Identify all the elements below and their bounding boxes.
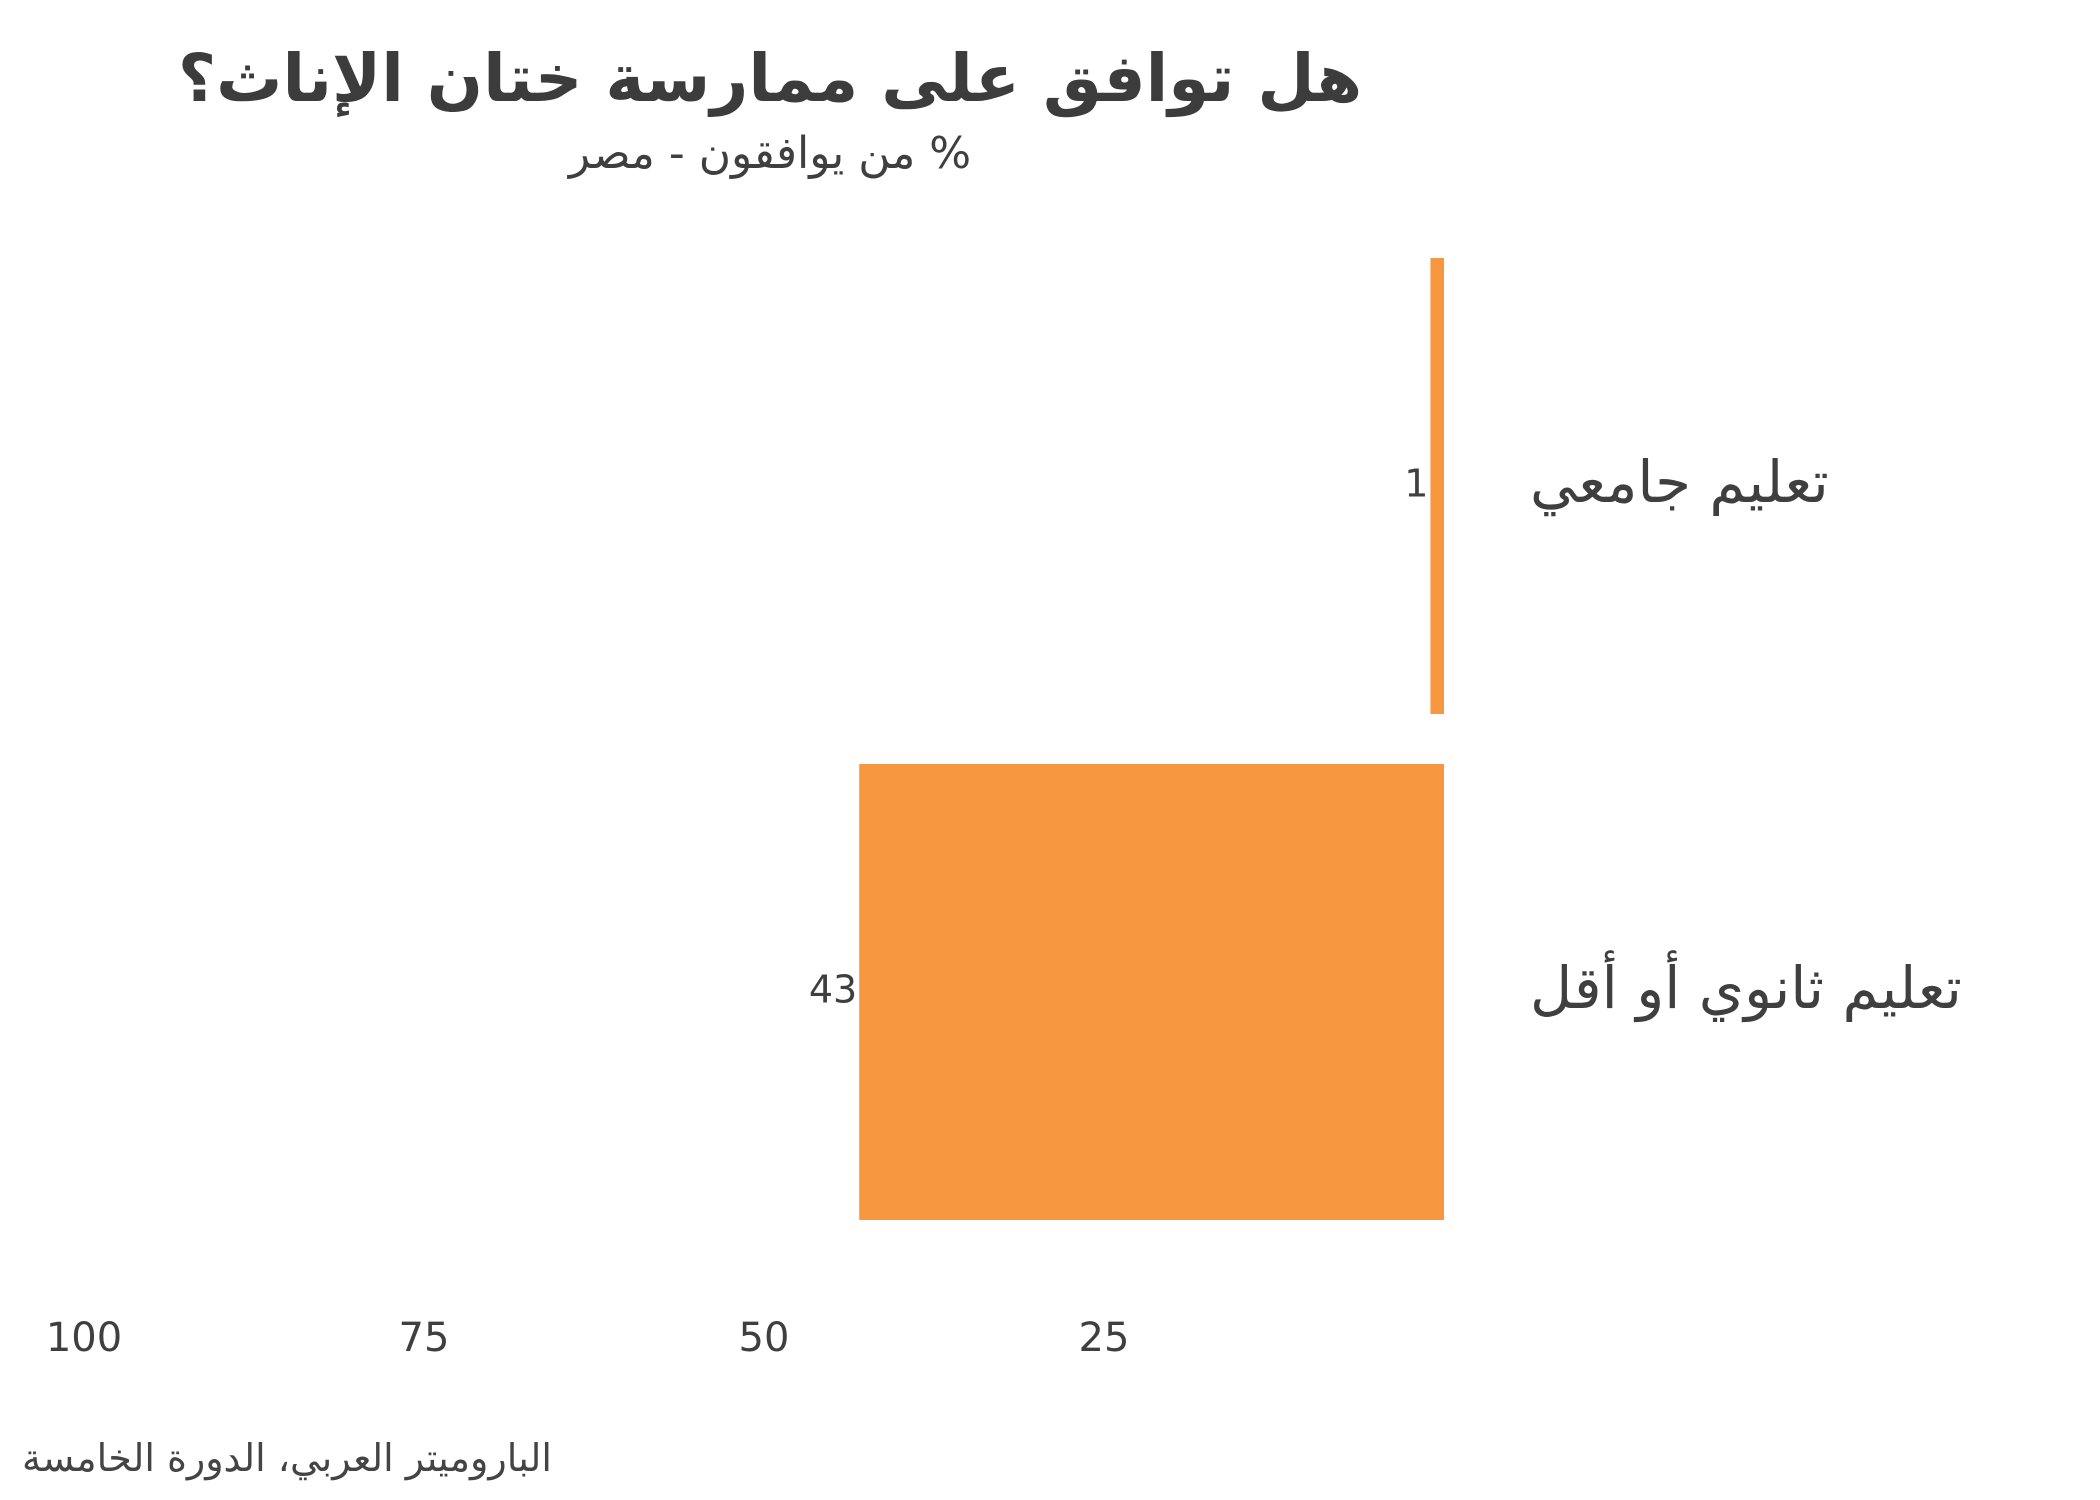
category-label-1: تعليم جامعي (1530, 448, 1829, 517)
source-note: الباروميتر العربي، الدورة الخامسة (22, 1436, 552, 1480)
category-label-2: تعليم ثانوي أو أقل (1530, 950, 1962, 1023)
x-tick-label-25: 25 (1079, 1315, 1130, 1361)
x-tick-label-50: 50 (739, 1315, 790, 1361)
chart-subtitle: % من يوافقون - مصر (568, 128, 972, 179)
x-tick-label-75: 75 (399, 1315, 450, 1361)
bar-2 (859, 764, 1444, 1220)
value-label-2: 43 (809, 968, 857, 1012)
bar-1 (1430, 258, 1444, 714)
chart-title: هل توافق على ممارسة ختان الإناث؟ (177, 40, 1363, 117)
value-label-1: 1 (1404, 462, 1428, 506)
x-tick-label-100: 100 (46, 1315, 122, 1361)
